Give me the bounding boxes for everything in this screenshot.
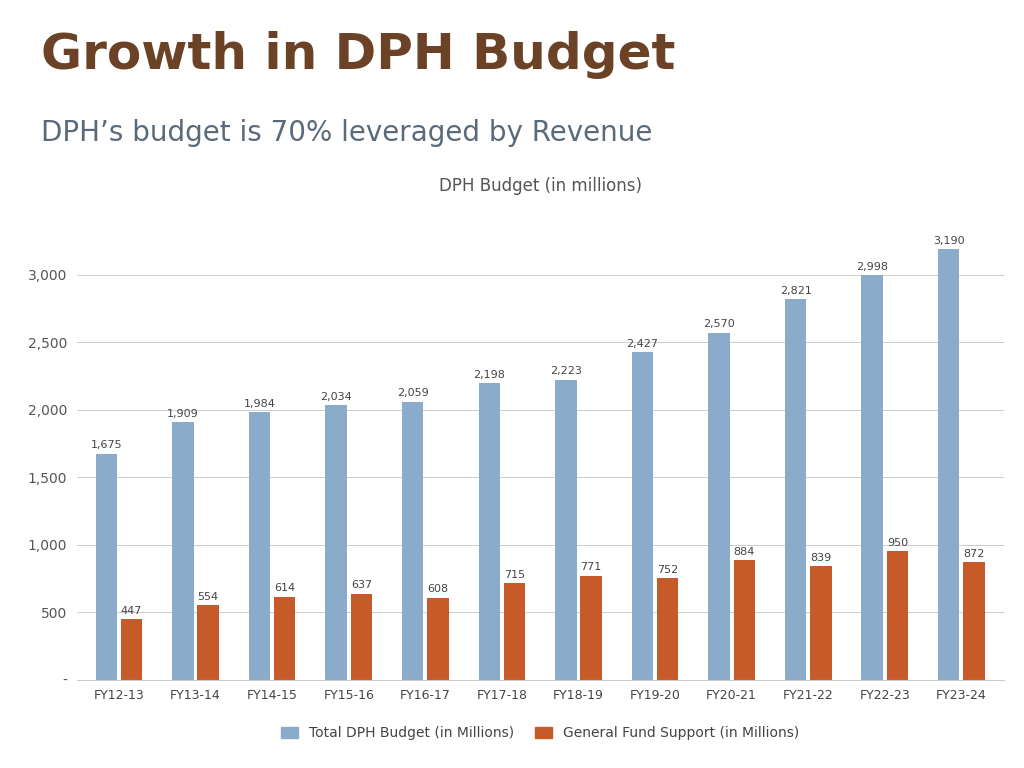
Bar [887,551,908,680]
Text: 2,821: 2,821 [779,286,811,296]
Text: 1,909: 1,909 [167,409,199,419]
Bar [632,353,653,680]
Title: DPH Budget (in millions): DPH Budget (in millions) [438,177,642,195]
Bar [249,412,270,680]
Bar [121,619,142,680]
Bar [478,383,500,680]
Text: 614: 614 [274,584,295,594]
Text: Growth in DPH Budget: Growth in DPH Budget [41,31,676,79]
Text: 5: 5 [9,163,22,181]
Text: 2,998: 2,998 [856,262,888,272]
Bar [964,562,985,680]
Text: 447: 447 [121,606,142,616]
Bar [401,402,423,680]
Text: 2,223: 2,223 [550,366,582,376]
Legend: Total DPH Budget (in Millions), General Fund Support (in Millions): Total DPH Budget (in Millions), General … [275,721,805,746]
Text: 752: 752 [657,564,678,574]
Text: 884: 884 [733,547,755,557]
Text: 2,198: 2,198 [473,369,505,379]
Text: 637: 637 [351,581,372,591]
Bar [95,454,117,680]
Bar [784,299,806,680]
Bar [861,275,883,680]
Bar [581,576,602,680]
Bar [938,249,959,680]
Text: 872: 872 [964,548,985,558]
Text: 608: 608 [427,584,449,594]
Bar [172,422,194,680]
Text: 839: 839 [810,553,831,563]
Text: 771: 771 [581,562,602,572]
Bar [198,605,219,680]
Bar [326,406,347,680]
Text: 2,059: 2,059 [396,389,428,399]
Bar [810,567,831,680]
Bar [733,561,755,680]
Text: 554: 554 [198,591,219,601]
Text: 2,570: 2,570 [703,319,735,329]
Text: 1,984: 1,984 [244,399,275,409]
Bar [657,578,679,680]
Bar [504,583,525,680]
Bar [350,594,372,680]
Text: 3,190: 3,190 [933,236,965,246]
Bar [427,598,449,680]
Text: 715: 715 [504,570,525,580]
Text: 2,427: 2,427 [627,339,658,349]
Bar [709,333,730,680]
Text: 1,675: 1,675 [90,440,122,450]
Text: 2,034: 2,034 [321,392,352,402]
Bar [274,597,296,680]
Text: 950: 950 [887,538,908,548]
Bar [555,379,577,680]
Text: DPH’s budget is 70% leveraged by Revenue: DPH’s budget is 70% leveraged by Revenue [41,119,652,147]
